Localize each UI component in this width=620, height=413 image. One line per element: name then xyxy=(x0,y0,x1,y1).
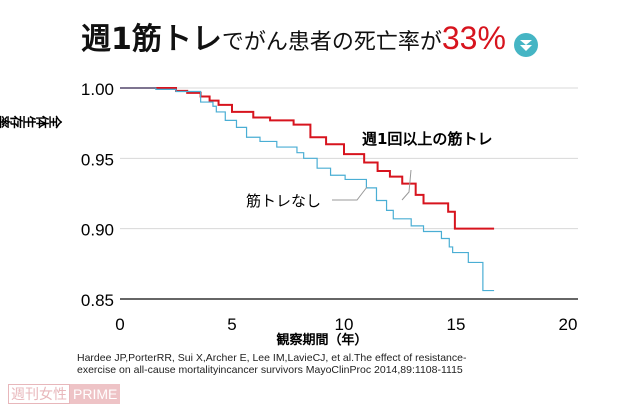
y-axis-label: 全体生存率 （累積生存割合） xyxy=(0,113,63,130)
leader-line xyxy=(401,169,412,201)
y-tick-label: 1.00 xyxy=(81,80,114,99)
series-label-training: 週1回以上の筋トレ xyxy=(362,130,492,148)
citation: Hardee JP,PorterRR, Sui X,Archer E, Lee … xyxy=(77,352,466,376)
x-tick-label: 0 xyxy=(115,315,124,334)
series-line-training xyxy=(120,87,495,230)
y-tick-label: 0.90 xyxy=(81,221,114,240)
citation-line2: exercise on all-cause mortalityincancer … xyxy=(77,364,463,376)
down-arrow-circle-icon xyxy=(514,32,539,57)
y-tick-label: 0.95 xyxy=(81,150,114,169)
title-part3: 33% xyxy=(441,20,506,56)
y-tick-label: 0.85 xyxy=(81,291,114,310)
leader-line xyxy=(332,186,368,201)
series-line-no-training xyxy=(120,87,495,292)
x-tick-label: 20 xyxy=(559,315,578,334)
x-axis-label: 観察期間（年） xyxy=(275,332,367,348)
chart-title: 週1筋トレでがん患者の死亡率が33% xyxy=(0,14,620,58)
watermark-text1: 週刊女性 xyxy=(8,384,70,404)
citation-line1: Hardee JP,PorterRR, Sui X,Archer E, Lee … xyxy=(77,352,467,364)
x-tick-label: 15 xyxy=(447,315,466,334)
title-part2: でがん患者の死亡率が xyxy=(221,30,442,55)
watermark-text2: PRIME xyxy=(70,384,121,404)
watermark-logo: 週刊女性 PRIME xyxy=(8,384,121,404)
x-tick-label: 5 xyxy=(227,315,236,334)
x-tick-label: 10 xyxy=(335,315,354,334)
title-part1: 週1筋トレ xyxy=(80,22,222,57)
series-label-no-training: 筋トレなし xyxy=(246,192,321,210)
